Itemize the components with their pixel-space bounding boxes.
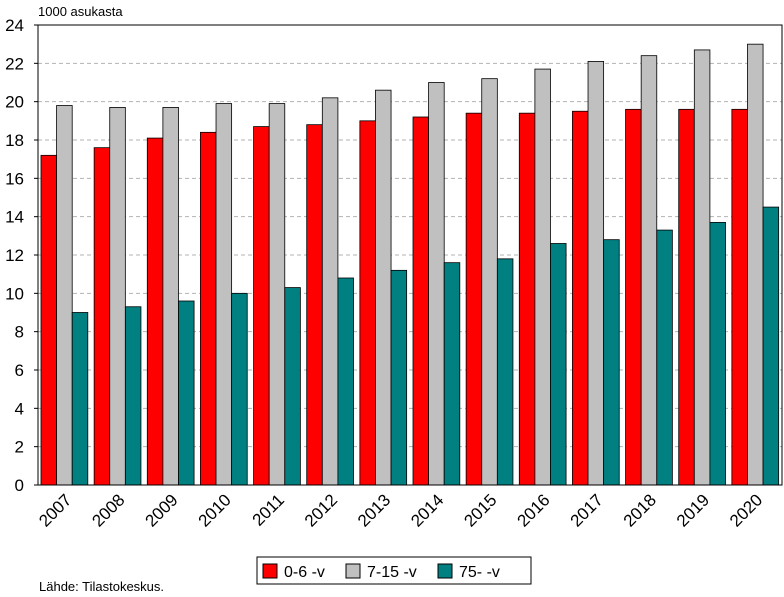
bar-75-v-2020	[762, 206, 780, 486]
bar-75-v-2016	[550, 243, 567, 486]
legend-swatch	[437, 563, 453, 579]
y-tick-label: 8	[15, 323, 24, 342]
x-tick-label: 2017	[567, 490, 607, 530]
bar-7-15-v-2019	[693, 49, 711, 486]
y-tick-label: 16	[5, 169, 24, 188]
x-tick-label: 2018	[620, 490, 660, 530]
y-tick-label: 2	[15, 438, 24, 457]
bar-0-6-v-2014	[412, 116, 430, 486]
legend-box	[256, 556, 532, 585]
y-tick-label: 4	[15, 399, 24, 418]
bar-75-v-2015	[496, 258, 514, 486]
bar-7-15-v-2016	[534, 68, 551, 486]
bar-75-v-2008	[124, 306, 142, 486]
legend-label: 75- -v	[459, 564, 500, 581]
bar-0-6-v-2017	[572, 110, 589, 486]
x-tick-label: 2008	[88, 490, 128, 530]
x-tick-label: 2010	[195, 490, 235, 530]
x-tick-label: 2016	[514, 490, 554, 530]
bar-7-15-v-2007	[56, 105, 73, 486]
bar-7-15-v-2020	[747, 43, 764, 486]
bar-0-6-v-2016	[518, 112, 536, 486]
bar-0-6-v-2013	[359, 120, 376, 486]
legend-swatch	[345, 563, 361, 579]
plot-frame	[37, 24, 783, 486]
x-tick-label: 2013	[354, 490, 394, 530]
source-note: Lähde: Tilastokeskus.	[39, 579, 164, 594]
bar-75-v-2018	[656, 229, 673, 486]
bar-7-15-v-2012	[321, 97, 339, 486]
legend: 0-6 -v 7-15 -v 75- -v	[256, 556, 532, 585]
legend-label: 7-15 -v	[367, 564, 417, 581]
y-tick-label: 22	[5, 54, 24, 73]
x-tick-label: 2012	[301, 490, 341, 530]
bar-7-15-v-2017	[587, 61, 605, 486]
bar-75-v-2007	[71, 312, 89, 486]
bar-0-6-v-2019	[678, 108, 695, 486]
y-tick-label: 12	[5, 246, 24, 265]
bar-0-6-v-2020	[731, 108, 748, 486]
bar-0-6-v-2012	[306, 124, 323, 486]
y-tick-label: 6	[15, 361, 24, 380]
x-tick-label: 2009	[142, 490, 182, 530]
x-tick-label: 2015	[460, 490, 500, 530]
bars	[40, 43, 780, 486]
x-tick-label: 2007	[35, 490, 75, 530]
bar-75-v-2013	[390, 269, 408, 486]
bar-7-15-v-2011	[268, 103, 286, 486]
bar-75-v-2019	[709, 222, 726, 486]
y-tick-label: 0	[15, 476, 24, 495]
bar-75-v-2011	[284, 287, 301, 486]
y-tick-label: 10	[5, 284, 24, 303]
bar-0-6-v-2008	[93, 147, 111, 486]
bar-0-6-v-2010	[200, 131, 217, 486]
legend-label: 0-6 -v	[284, 564, 325, 581]
bar-75-v-2012	[337, 277, 354, 486]
y-tick-label: 14	[5, 208, 24, 227]
bar-75-v-2010	[231, 292, 248, 486]
bar-7-15-v-2013	[375, 89, 392, 486]
y-unit-label: 1000 asukasta	[38, 4, 123, 19]
x-tick-label: 2011	[249, 490, 288, 529]
bar-75-v-2017	[603, 239, 620, 486]
bar-7-15-v-2010	[215, 103, 233, 486]
x-axis: 2007 2008 2009 2010 2011 2012 2013 2014 2015 2016…	[35, 490, 766, 530]
y-tick-label: 20	[5, 93, 24, 112]
bar-7-15-v-2014	[428, 82, 445, 486]
bar-75-v-2014	[443, 262, 461, 486]
x-tick-label: 2014	[407, 490, 447, 530]
x-tick-label: 2019	[673, 490, 713, 530]
legend-swatch	[262, 563, 278, 579]
y-tick-label: 18	[5, 131, 24, 150]
bar-0-6-v-2009	[146, 137, 164, 486]
bar-0-6-v-2011	[253, 126, 270, 486]
bar-7-15-v-2009	[162, 107, 179, 486]
bar-0-6-v-2007	[40, 154, 58, 486]
y-tick-label: 24	[5, 16, 24, 35]
bar-0-6-v-2015	[465, 112, 483, 486]
bar-7-15-v-2018	[640, 55, 658, 486]
bar-7-15-v-2008	[109, 107, 126, 486]
x-tick-label: 2020	[726, 490, 766, 530]
bar-0-6-v-2018	[625, 108, 642, 486]
bar-75-v-2009	[178, 300, 195, 486]
bar-7-15-v-2015	[481, 78, 498, 486]
